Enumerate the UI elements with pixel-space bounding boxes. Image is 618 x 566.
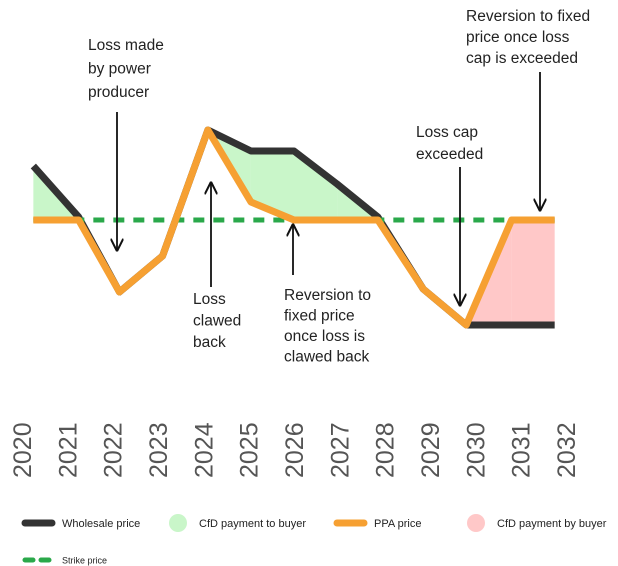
legend-label: PPA price: [374, 518, 422, 530]
price-line: [33, 126, 555, 329]
annotation-text: Loss cap: [416, 124, 478, 141]
annotation-text: producer: [88, 84, 149, 101]
x-tick-label: 2032: [553, 422, 581, 478]
annotation-text: clawed back: [284, 349, 370, 366]
annotation-text: Loss: [193, 291, 226, 308]
annotation-text: Reversion to fixed: [466, 8, 590, 25]
legend: Wholesale price CfD payment to buyer PPA p…: [21, 514, 607, 565]
annotation-text: Loss made: [88, 37, 164, 54]
annotation-text: clawed: [193, 313, 241, 330]
x-tick-label: 2021: [54, 422, 82, 478]
x-tick-label: 2024: [190, 422, 218, 478]
plot: 2020 2021 2022 2023 2024 2025 2026 2027 2028 2029…: [9, 126, 581, 478]
annotations: Loss made by power producer Loss clawed back R…: [88, 8, 590, 366]
x-tick-label: 2022: [100, 422, 128, 478]
legend-swatch: [169, 514, 187, 532]
x-tick-label: 2029: [417, 422, 445, 478]
x-tick-label: 2025: [236, 422, 264, 478]
x-tick-label: 2028: [372, 422, 400, 478]
legend-label: Strike price: [62, 555, 107, 565]
annotation-text: Reversion to: [284, 287, 371, 304]
legend-label: CfD payment by buyer: [497, 518, 607, 530]
x-tick-label: 2027: [326, 422, 354, 478]
x-tick-label: 2020: [9, 422, 37, 478]
annotation-text: cap is exceeded: [466, 50, 578, 67]
x-tick-label: 2026: [281, 422, 309, 478]
annotation-text: by power: [88, 61, 151, 78]
x-tick-label: 2023: [145, 422, 173, 478]
annotation-text: once loss is: [284, 328, 365, 345]
legend-label: CfD payment to buyer: [199, 518, 306, 530]
legend-label: Wholesale price: [62, 518, 140, 530]
x-tick-label: 2031: [508, 422, 536, 478]
x-tick-label: 2030: [462, 422, 490, 478]
annotation-text: fixed price: [284, 308, 355, 325]
annotation-text: exceeded: [416, 146, 483, 163]
legend-swatch: [467, 514, 485, 532]
annotation-text: price once loss: [466, 29, 570, 46]
cfd-area: [294, 151, 338, 220]
annotation-text: back: [193, 334, 226, 351]
cfd-area: [511, 220, 555, 325]
